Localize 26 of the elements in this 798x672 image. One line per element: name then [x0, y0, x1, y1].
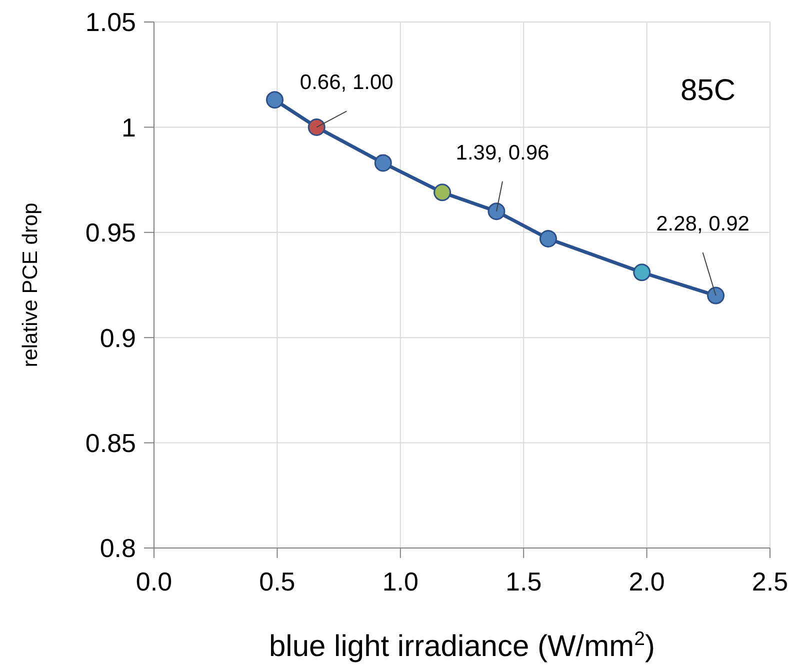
- annotation: 0.66, 1.00: [300, 71, 394, 94]
- point: [266, 91, 284, 109]
- point: [707, 286, 725, 304]
- x-tick-label: 1.0: [382, 566, 418, 596]
- x-tick-label: 2.5: [752, 566, 788, 596]
- y-tick-label: 0.9: [100, 322, 136, 353]
- point: [374, 154, 392, 172]
- annotation: 2.28, 0.92: [656, 212, 750, 236]
- annotation: 85C: [680, 74, 736, 107]
- y-tick-label: 0.85: [85, 428, 136, 458]
- annotation: 1.39, 0.96: [456, 141, 550, 164]
- x-tick-label: 0.5: [259, 566, 296, 596]
- x-tick-label: 2.0: [628, 566, 665, 596]
- y-tick-label: 0.95: [85, 218, 136, 248]
- y-tick-label: 1.05: [85, 7, 136, 38]
- x-tick-label: 1.5: [506, 566, 542, 596]
- point: [633, 264, 651, 282]
- point: [539, 230, 557, 248]
- point: [308, 118, 326, 136]
- x-tick-label: 0.0: [136, 566, 172, 596]
- y-tick-label: 0.8: [100, 533, 136, 564]
- y-tick-label: 1: [122, 112, 136, 142]
- point: [488, 202, 506, 220]
- y-axis-title: relative PCE drop: [18, 202, 42, 368]
- point: [434, 184, 452, 202]
- x-axis-title: blue light irradiance (W/mm$^{2}$): [269, 628, 655, 663]
